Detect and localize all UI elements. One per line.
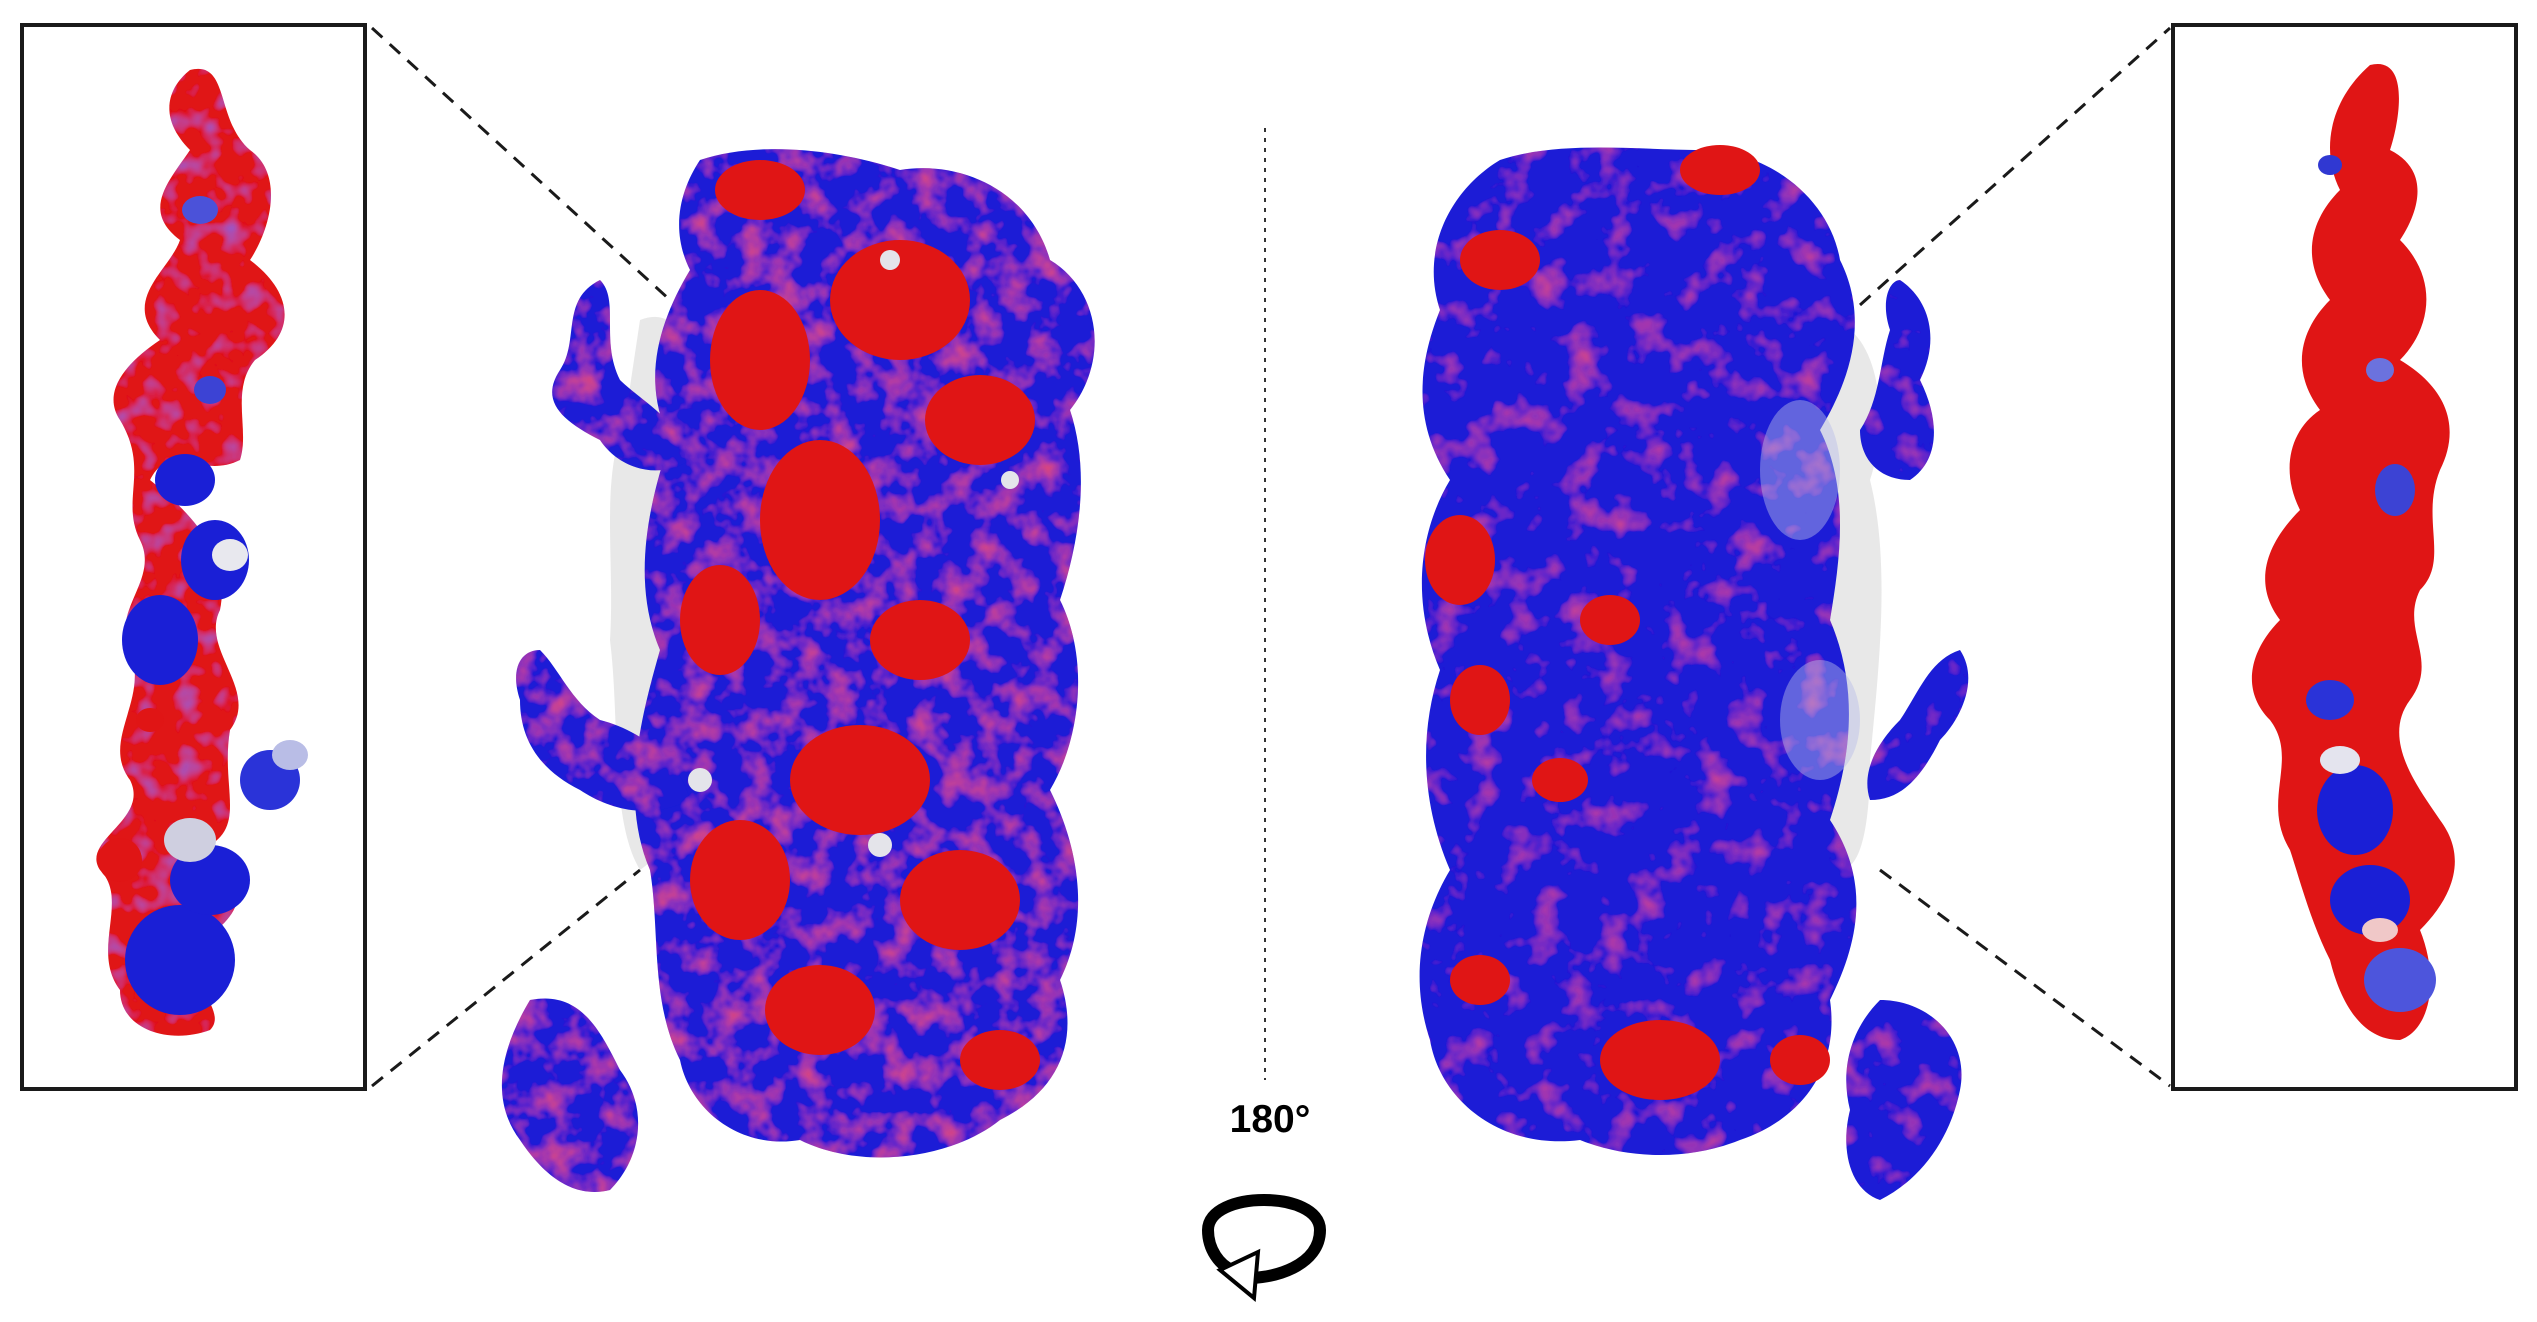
- right-protein-surface: [1420, 145, 1969, 1200]
- left-inset-panel: [22, 25, 365, 1089]
- left-protein-surface: [502, 149, 1095, 1192]
- rotation-angle-label: 180°: [1220, 1098, 1320, 1142]
- right-zoom-connectors: [1860, 28, 2170, 1086]
- right-inset-panel: [2173, 25, 2516, 1089]
- rotation-arrow-icon: [1180, 1170, 1350, 1310]
